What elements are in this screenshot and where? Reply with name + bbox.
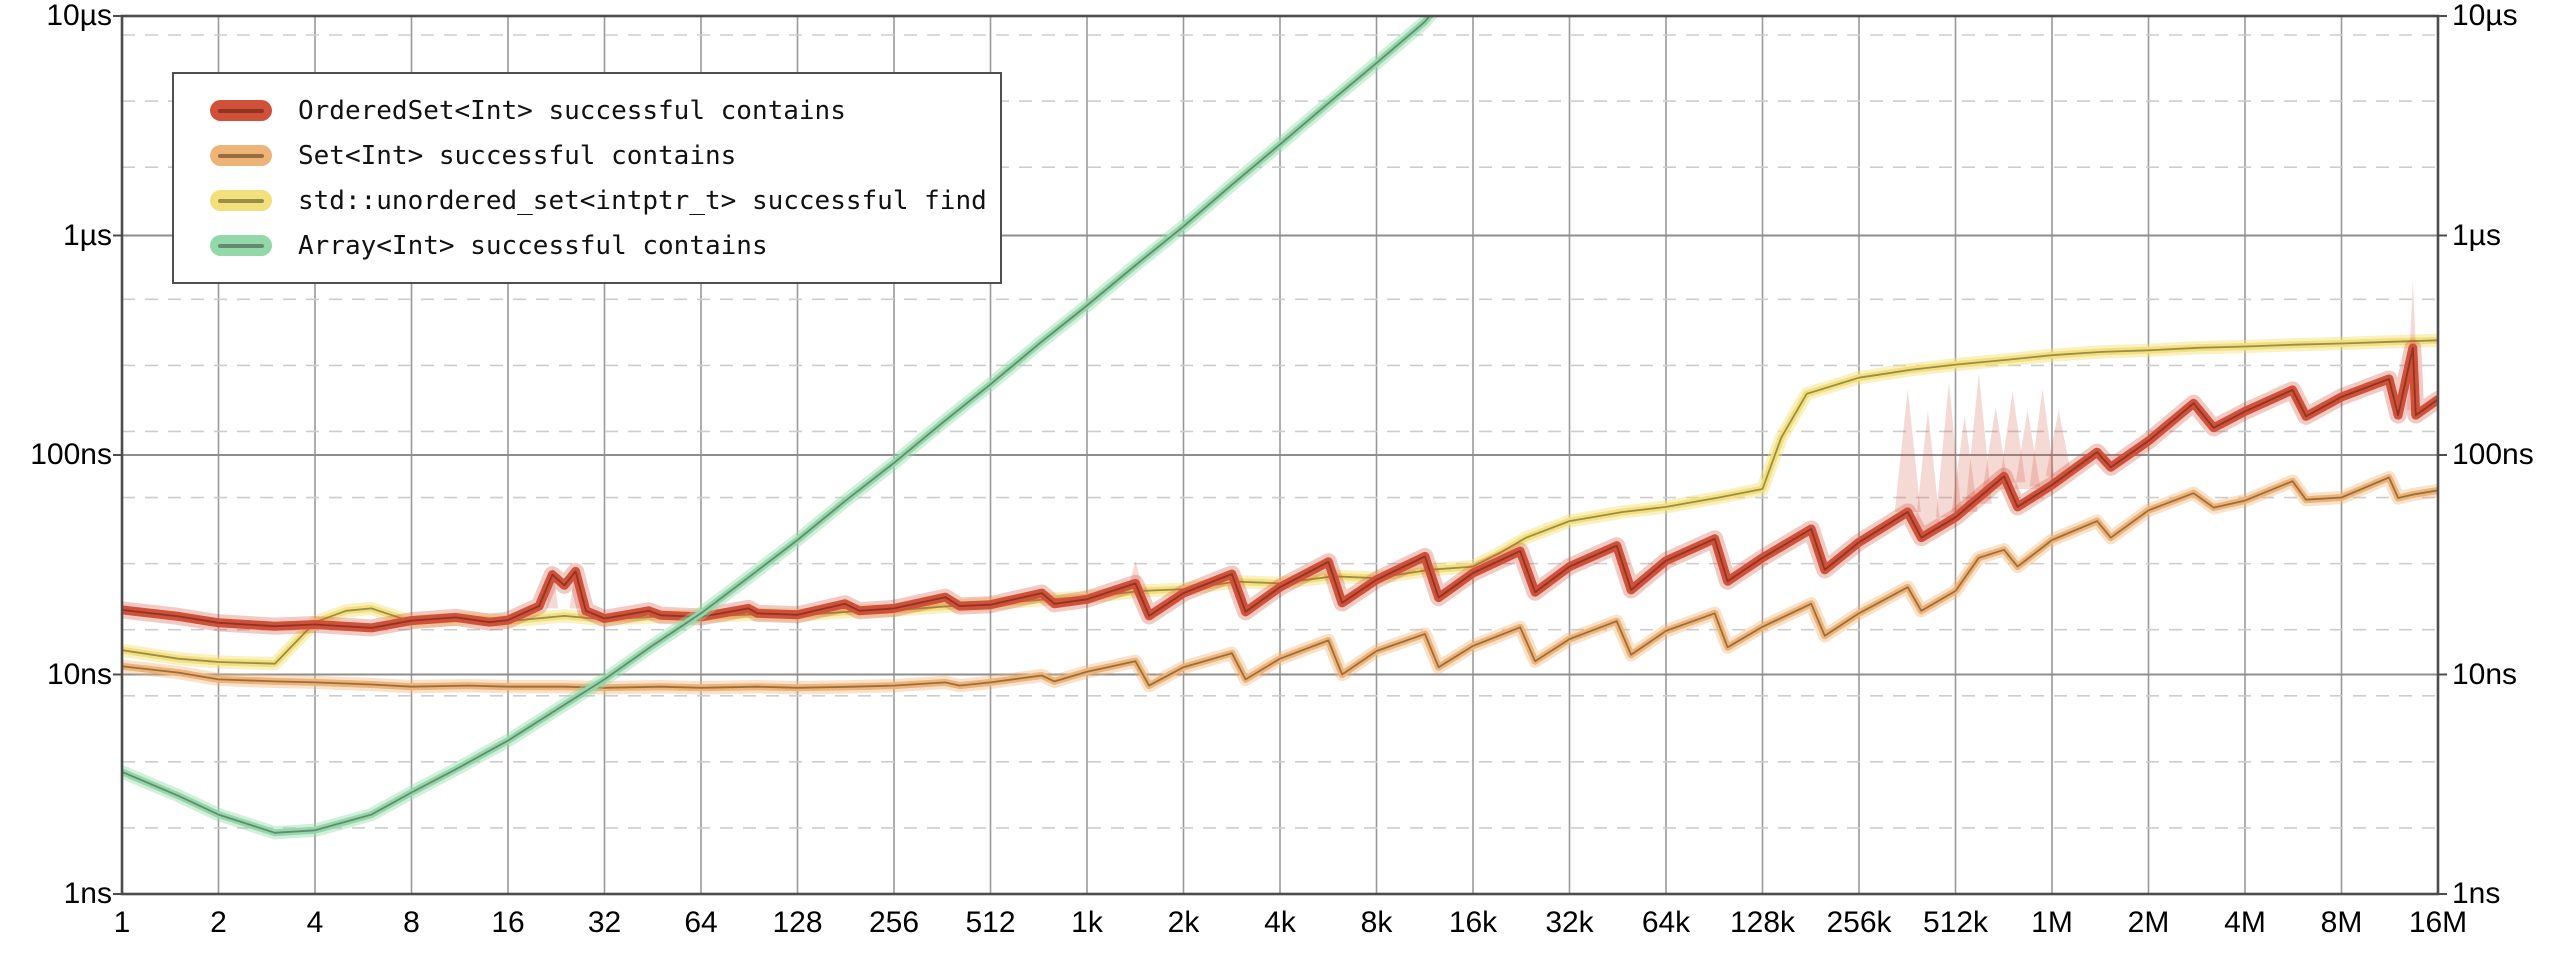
x-tick-label: 32k	[1545, 906, 1594, 939]
legend-item-orderedset: OrderedSet<Int> successful contains	[174, 88, 1000, 133]
legend-label: std::unordered_set<intptr_t> successful …	[298, 185, 987, 216]
y-tick-label: 10µs	[2452, 0, 2518, 32]
legend-item-unordered-set: std::unordered_set<intptr_t> successful …	[174, 178, 1000, 223]
x-tick-label: 128	[772, 906, 823, 939]
x-tick-label: 128k	[1729, 906, 1796, 939]
legend-item-set: Set<Int> successful contains	[174, 133, 1000, 178]
x-tick-label: 64	[684, 906, 718, 939]
legend-label: Array<Int> successful contains	[298, 230, 768, 261]
y-tick-label: 10µs	[46, 0, 112, 32]
x-tick-label: 1M	[2031, 906, 2073, 939]
y-tick-label: 1µs	[2452, 218, 2501, 252]
x-tick-label: 2M	[2127, 906, 2170, 939]
array-line-swatch-icon	[210, 235, 272, 256]
legend-label: Set<Int> successful contains	[298, 140, 737, 171]
x-tick-label: 16M	[2408, 906, 2468, 939]
x-tick-label: 1k	[1071, 906, 1103, 939]
y-tick-label: 10ns	[2452, 657, 2518, 691]
x-tick-label: 4M	[2224, 906, 2266, 939]
x-tick-label: 256k	[1826, 906, 1892, 939]
x-tick-label: 4k	[1264, 906, 1296, 939]
x-tick-label: 16	[491, 906, 525, 939]
legend-item-array: Array<Int> successful contains	[174, 223, 1000, 268]
orderedset-line-swatch-icon	[210, 100, 272, 121]
x-tick-label: 64k	[1641, 906, 1691, 939]
unordered-set-line-swatch-icon	[210, 190, 272, 211]
legend-box: OrderedSet<Int> successful contains Set<…	[172, 72, 1002, 284]
x-tick-label: 2k	[1167, 906, 1200, 939]
y-tick-label: 100ns	[2452, 438, 2534, 471]
set-line-swatch-icon	[210, 145, 272, 166]
x-tick-label: 8	[403, 906, 420, 939]
x-tick-label: 8k	[1360, 906, 1393, 939]
x-tick-label: 2	[210, 906, 227, 939]
legend-label: OrderedSet<Int> successful contains	[298, 95, 846, 126]
x-tick-label: 16k	[1448, 906, 1498, 939]
x-tick-label: 512k	[1922, 906, 1989, 939]
y-tick-label: 1ns	[2452, 877, 2501, 910]
x-tick-label: 256	[868, 906, 920, 939]
y-tick-label: 1µs	[63, 218, 112, 252]
y-tick-label: 10ns	[46, 657, 112, 691]
x-tick-label: 4	[306, 906, 324, 939]
x-tick-label: 1	[113, 906, 131, 939]
x-tick-label: 512	[965, 906, 1016, 939]
x-tick-label: 8M	[2320, 906, 2363, 939]
y-tick-label: 1ns	[63, 877, 112, 910]
x-tick-label: 32	[587, 906, 622, 939]
y-tick-label: 100ns	[30, 438, 112, 471]
